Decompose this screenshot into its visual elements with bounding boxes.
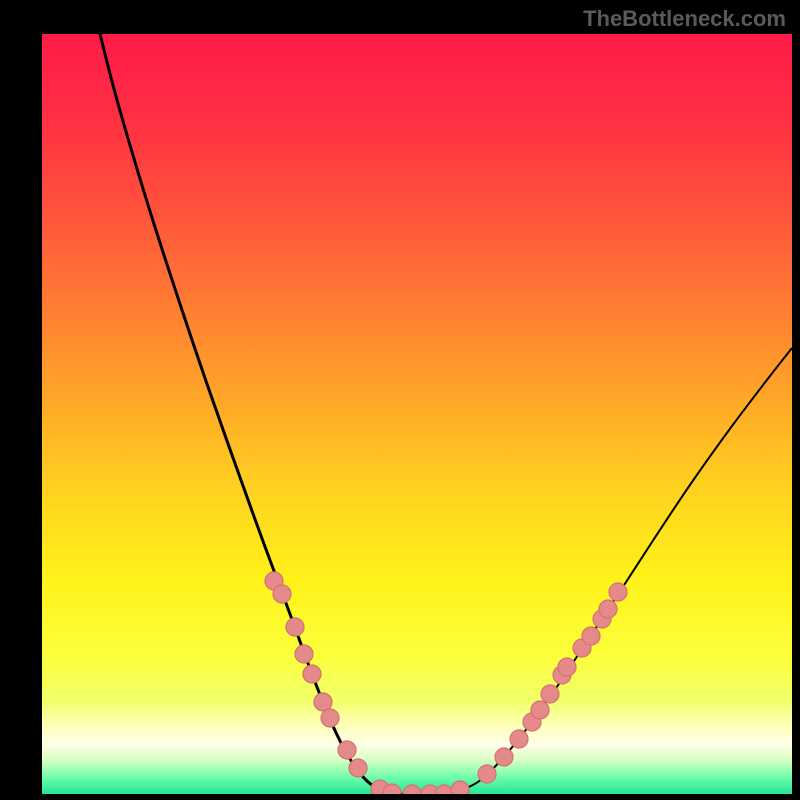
curve-layer <box>42 34 792 794</box>
marker-dot <box>599 600 617 618</box>
marker-dot <box>582 627 600 645</box>
marker-dot <box>531 701 549 719</box>
curve-right-branch <box>447 348 792 794</box>
marker-dot <box>303 665 321 683</box>
marker-dot <box>558 658 576 676</box>
marker-dot <box>314 693 332 711</box>
marker-dot <box>286 618 304 636</box>
marker-dot <box>541 685 559 703</box>
curve-left-branch <box>100 34 400 794</box>
marker-dot <box>273 585 291 603</box>
marker-dot <box>338 741 356 759</box>
watermark-text: TheBottleneck.com <box>583 6 786 32</box>
marker-dot <box>510 730 528 748</box>
marker-dot <box>495 748 513 766</box>
marker-dot <box>403 785 421 794</box>
marker-dot <box>435 785 453 794</box>
marker-dot <box>321 709 339 727</box>
curve-markers <box>265 572 627 794</box>
marker-dot <box>609 583 627 601</box>
marker-dot <box>349 759 367 777</box>
plot-area <box>42 34 792 794</box>
marker-dot <box>478 765 496 783</box>
marker-dot <box>451 781 469 794</box>
marker-dot <box>295 645 313 663</box>
